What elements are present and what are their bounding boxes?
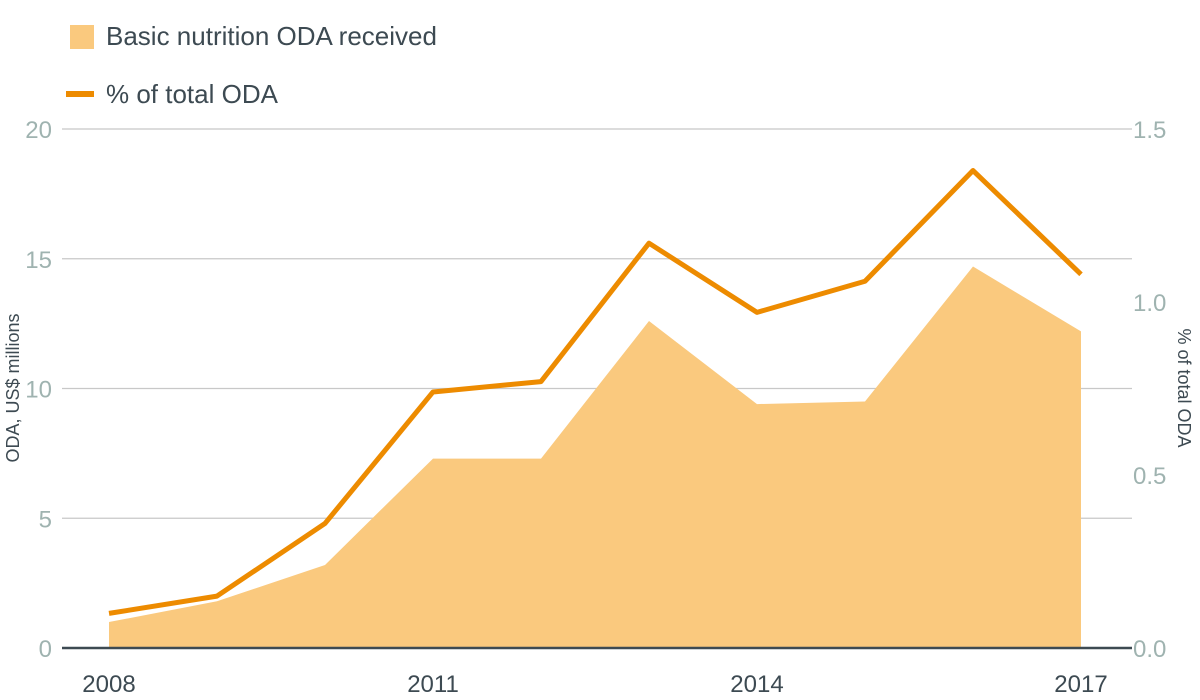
- y-tick-label-right: 1.5: [1133, 117, 1166, 144]
- area-series: [109, 266, 1081, 648]
- y-tick-label-right: 0.0: [1133, 636, 1166, 663]
- y-tick-label-left: 5: [39, 506, 52, 533]
- legend-line-swatch: [66, 91, 94, 97]
- legend: Basic nutrition ODA received % of total …: [66, 21, 437, 109]
- y-axis-left-title: ODA, US$ millions: [3, 313, 23, 462]
- line-percent-total-oda: [108, 168, 1083, 616]
- legend-area-swatch: [70, 25, 94, 49]
- legend-area-label: Basic nutrition ODA received: [106, 21, 437, 51]
- y-tick-label-left: 10: [25, 377, 52, 404]
- y-tick-label-right: 1.0: [1133, 290, 1166, 317]
- axes: 0 5 10 15 20 0.0 0.5 1.0 1.5 2008 2011 2014 2017: [25, 117, 1166, 698]
- legend-line-label: % of total ODA: [106, 79, 279, 109]
- x-tick-label: 2014: [730, 671, 783, 698]
- y-axis-right-title: % of total ODA: [1174, 328, 1194, 447]
- y-tick-label-left: 0: [39, 636, 52, 663]
- x-tick-label: 2011: [407, 671, 459, 698]
- y-tick-label-left: 15: [25, 247, 52, 274]
- area-basic-nutrition-oda: [109, 266, 1081, 648]
- x-tick-label: 2008: [82, 671, 135, 698]
- line-series: [108, 168, 1083, 616]
- y-tick-label-left: 20: [25, 117, 52, 144]
- y-tick-label-right: 0.5: [1133, 463, 1166, 490]
- x-tick-label: 2017: [1054, 671, 1107, 698]
